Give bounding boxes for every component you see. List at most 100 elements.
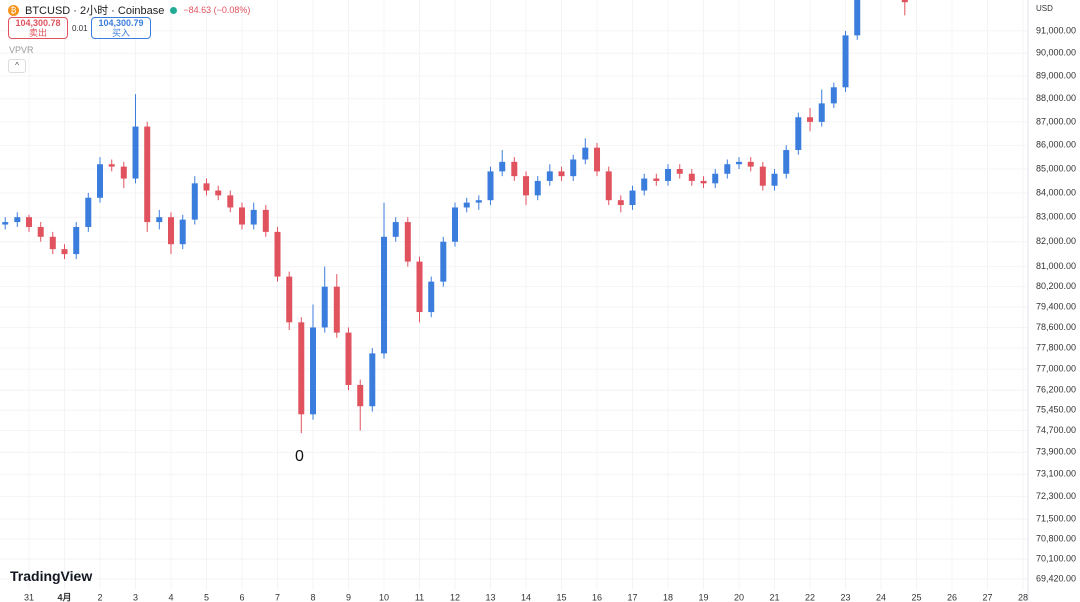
candle-body	[570, 159, 577, 177]
candle-body	[392, 222, 399, 237]
y-tick-label: 90,000.00	[1036, 48, 1076, 58]
candle-body	[37, 226, 44, 237]
buy-label: 买入	[111, 28, 130, 38]
candle-body	[321, 286, 328, 328]
x-tick-label: 10	[379, 592, 389, 602]
change: −84.63 (−0.08%)	[183, 5, 251, 15]
candle-body	[274, 231, 281, 277]
y-tick-label: 80,200.00	[1036, 281, 1076, 291]
candle-body	[641, 178, 648, 191]
x-tick-label: 2	[97, 592, 102, 602]
candle-body	[771, 173, 778, 186]
y-tick-label: 74,700.00	[1036, 425, 1076, 435]
x-tick-label: 4	[169, 592, 174, 602]
spread: 0.01	[72, 24, 88, 33]
y-tick-label: 88,000.00	[1036, 93, 1076, 103]
symbol-header[interactable]: ₿ BTCUSD · 2小时 · Coinbase −84.63 (−0.08%)	[8, 2, 250, 18]
x-tick-label: 25	[912, 592, 922, 602]
x-tick-label: 7	[275, 592, 280, 602]
x-tick-label: 6	[240, 592, 245, 602]
candle-body	[227, 195, 234, 208]
x-tick-label: 12	[450, 592, 460, 602]
candle-body	[191, 183, 198, 220]
candle-body	[629, 190, 636, 206]
candle-body	[144, 126, 151, 223]
candle-body	[2, 222, 9, 225]
x-tick-label: 15	[557, 592, 567, 602]
x-tick-label: 9	[346, 592, 351, 602]
x-tick-label: 8	[311, 592, 316, 602]
y-tick-label: 84,000.00	[1036, 187, 1076, 197]
candle-body	[523, 176, 530, 196]
x-tick-label: 21	[770, 592, 780, 602]
candle-body	[511, 161, 518, 177]
x-tick-label: 23	[841, 592, 851, 602]
candle-body	[381, 236, 388, 354]
x-tick-label: 14	[521, 592, 531, 602]
y-tick-label: 89,000.00	[1036, 70, 1076, 80]
indicator[interactable]: VPVR	[9, 45, 34, 55]
candle-body	[156, 217, 163, 223]
candle-body	[747, 161, 754, 167]
candle-body	[215, 190, 222, 196]
candle-body	[108, 164, 115, 167]
y-tick-label: 73,900.00	[1036, 447, 1076, 457]
candle-body	[310, 327, 317, 415]
buy-button[interactable]: 104,300.79 买入	[91, 17, 151, 39]
candle-body	[534, 180, 541, 196]
candle-body	[73, 226, 80, 255]
y-tick-label: 79,400.00	[1036, 301, 1076, 311]
sell-button[interactable]: 104,300.78 卖出	[8, 17, 68, 39]
y-tick-label: 70,100.00	[1036, 554, 1076, 564]
sell-price: 104,300.78	[15, 18, 61, 28]
candle-body	[499, 161, 506, 172]
y-tick-label: 72,300.00	[1036, 491, 1076, 501]
candle-body	[440, 241, 447, 282]
x-tick-label: 18	[663, 592, 673, 602]
candle-body	[85, 197, 92, 227]
candle-body	[582, 147, 589, 160]
collapse-button[interactable]: ^	[8, 59, 26, 73]
candle-body	[724, 164, 731, 174]
candle-body	[783, 150, 790, 174]
candle-body	[345, 332, 352, 385]
brand: TradingView	[10, 568, 93, 584]
candle-body	[617, 200, 624, 206]
x-tick-label: 19	[699, 592, 709, 602]
x-tick-label: 16	[592, 592, 602, 602]
y-tick-label: 77,000.00	[1036, 363, 1076, 373]
candle-body	[179, 219, 186, 245]
x-tick-label: 28	[1018, 592, 1028, 602]
candle-body	[700, 180, 707, 184]
candle-body	[286, 276, 293, 323]
y-tick-label: 73,100.00	[1036, 469, 1076, 479]
candle-body	[842, 35, 849, 88]
candle-body	[416, 261, 423, 313]
candle-body	[830, 87, 837, 104]
candle-body	[795, 117, 802, 151]
x-tick-label: 17	[628, 592, 638, 602]
candle-body	[736, 161, 743, 165]
x-tick-label: 20	[734, 592, 744, 602]
x-tick-label: 13	[486, 592, 496, 602]
x-tick-label: 26	[947, 592, 957, 602]
candle-body	[97, 164, 104, 198]
candle-body	[653, 178, 660, 181]
candle-body	[665, 168, 672, 181]
candle-body	[854, 0, 861, 36]
candle-body	[428, 281, 435, 313]
candle-body	[546, 171, 553, 181]
y-tick-label: 81,000.00	[1036, 261, 1076, 271]
y-tick-label: 75,450.00	[1036, 405, 1076, 415]
candle-body	[49, 236, 56, 250]
y-tick-label: 69,420.00	[1036, 573, 1076, 583]
candle-body	[818, 103, 825, 122]
y-tick-label: 83,000.00	[1036, 212, 1076, 222]
candle-body	[487, 171, 494, 201]
y-tick-label: 77,800.00	[1036, 343, 1076, 353]
candle-body	[901, 0, 908, 3]
candle-body	[558, 171, 565, 177]
x-tick-label: 22	[805, 592, 815, 602]
candle-body	[26, 217, 33, 227]
y-tick-label: 86,000.00	[1036, 140, 1076, 150]
